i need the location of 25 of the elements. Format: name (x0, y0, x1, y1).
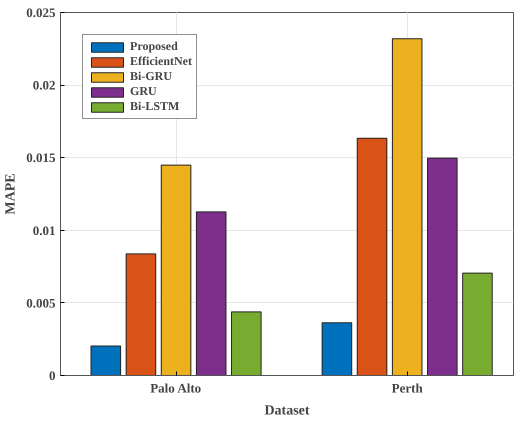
y-axis-title: MAPE (3, 173, 18, 215)
bar (231, 311, 262, 376)
x-tick-label: Palo Alto (150, 380, 202, 396)
legend-label: Bi-LSTM (130, 99, 180, 114)
legend-label: Bi-GRU (130, 69, 172, 84)
bar (126, 253, 156, 376)
legend-label: EfficientNet (130, 54, 192, 69)
y-tick-label: 0.01 (32, 222, 56, 238)
legend-label: Proposed (130, 39, 178, 54)
bar (160, 164, 192, 376)
y-tick-label: 0 (49, 368, 56, 383)
bar (462, 272, 493, 376)
y-tick-label: 0.025 (26, 5, 56, 20)
bar (356, 138, 388, 376)
bar (90, 346, 122, 376)
bar (427, 158, 458, 376)
x-tick-label: Perth (392, 380, 424, 396)
y-tick-label: 0.005 (26, 295, 56, 310)
legend-label: GRU (130, 84, 157, 99)
bar (392, 38, 422, 376)
bar (196, 211, 226, 376)
bar (322, 322, 352, 376)
y-tick-label: 0.015 (26, 150, 56, 166)
x-axis-title: Dataset (264, 404, 310, 418)
y-tick-label: 0.02 (32, 78, 56, 93)
